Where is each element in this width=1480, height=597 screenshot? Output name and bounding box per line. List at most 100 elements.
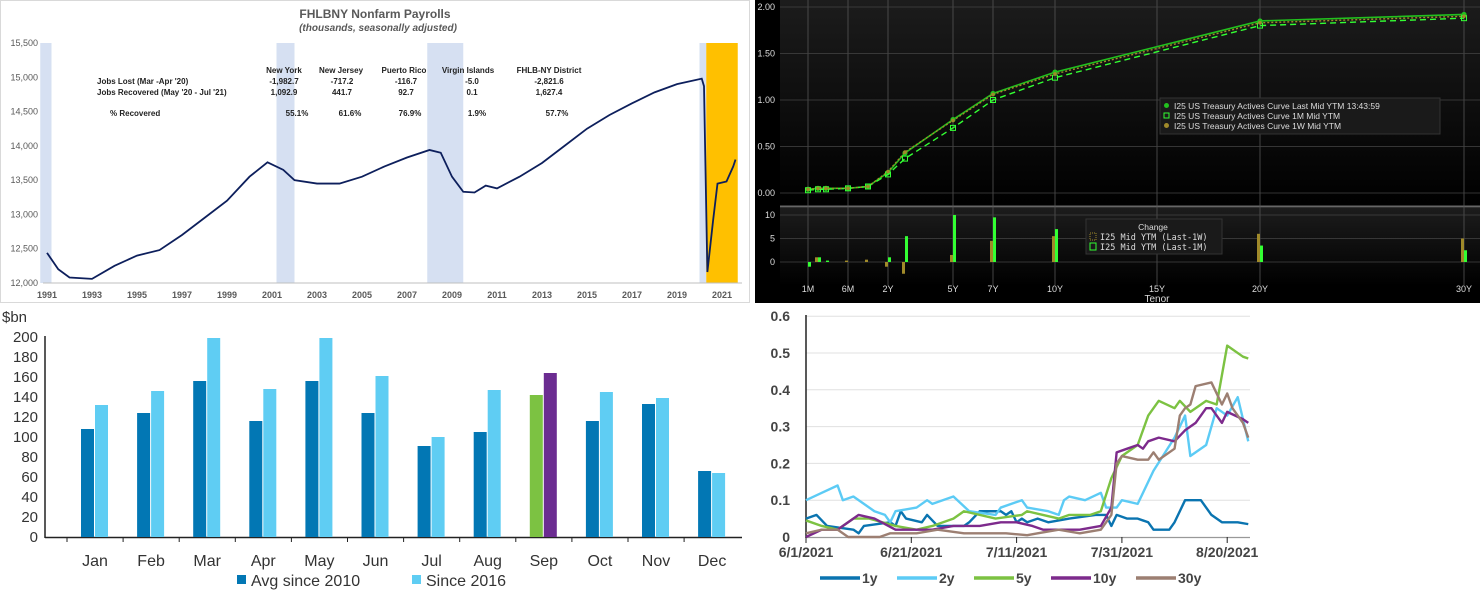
change-bar-1m bbox=[888, 257, 891, 262]
legend-marker bbox=[1089, 232, 1097, 241]
y-tick-label: 0.6 bbox=[771, 308, 791, 324]
table-column-header: New Jersey bbox=[319, 66, 364, 75]
curve-marker bbox=[990, 97, 996, 103]
change-bar-1m bbox=[953, 215, 956, 262]
legend-label: 2y bbox=[939, 570, 955, 586]
x-tick-label: Oct bbox=[587, 553, 612, 570]
table-cell: -116.7 bbox=[395, 77, 418, 86]
recession-band bbox=[276, 43, 295, 283]
bar-apr-avg-since-2010 bbox=[249, 421, 263, 537]
series-line-10y bbox=[805, 407, 1249, 539]
y-tick-label: 14,000 bbox=[10, 141, 38, 151]
table-cell: -1,982.7 bbox=[269, 77, 299, 86]
recession-band bbox=[699, 43, 707, 283]
table-cell: 0.1 bbox=[466, 88, 478, 97]
curve-marker bbox=[902, 155, 908, 162]
series-line-5y bbox=[805, 344, 1249, 531]
legend-marker bbox=[1164, 123, 1169, 128]
bar-feb-since-2016 bbox=[151, 391, 165, 537]
change-bar-1m bbox=[826, 260, 829, 262]
legend-label: I25 US Treasury Actives Curve Last Mid Y… bbox=[1174, 101, 1380, 111]
change-bar-1m bbox=[1464, 250, 1467, 262]
x-tick-label: 5Y bbox=[947, 284, 958, 294]
x-axis-title: Tenor bbox=[1144, 294, 1170, 305]
x-tick-label: 2017 bbox=[622, 290, 642, 300]
legend-marker bbox=[1163, 112, 1170, 119]
curve-marker bbox=[950, 124, 956, 131]
x-tick-label: 1993 bbox=[82, 290, 102, 300]
x-tick-label: Dec bbox=[698, 553, 726, 570]
curve-line-1M bbox=[807, 17, 1465, 191]
table-row-label: Jobs Recovered (May '20 - Jul '21) bbox=[97, 88, 227, 97]
x-tick-label: 7/11/2021 bbox=[986, 544, 1048, 560]
legend-marker bbox=[1164, 103, 1169, 108]
legend-label: 30y bbox=[1178, 570, 1202, 586]
table-column-header: Virgin Islands bbox=[442, 66, 495, 75]
legend-marker bbox=[1089, 242, 1097, 251]
change-bar-1w bbox=[950, 254, 953, 262]
curve-marker bbox=[866, 184, 870, 189]
change-bar-1m bbox=[993, 217, 996, 262]
table-cell: 55.1% bbox=[286, 109, 309, 118]
bar-nov-avg-since-2010 bbox=[642, 404, 655, 537]
y-tick-label: 0.1 bbox=[771, 492, 791, 508]
x-tick-label: 7Y bbox=[987, 284, 998, 294]
bar-sep-avg-since-2010 bbox=[529, 395, 543, 537]
x-tick-label: 1997 bbox=[172, 290, 192, 300]
change-bar-1w bbox=[885, 262, 888, 267]
series-line-30y bbox=[805, 381, 1250, 539]
series-line-1y bbox=[805, 499, 1249, 535]
x-tick-label: Mar bbox=[193, 553, 221, 570]
yield-change-line-chart: 0.6 0.5 0.4 0.3 0.2 0.1 06/1/2021 6/21/2021 7/11… bbox=[771, 308, 1259, 586]
y-tick-label: 100 bbox=[13, 429, 38, 446]
x-tick-label: 10Y bbox=[1047, 284, 1063, 294]
bar-jun-avg-since-2010 bbox=[361, 413, 375, 537]
table-cell: -2,821.6 bbox=[534, 77, 564, 86]
change-bar-1w bbox=[1052, 236, 1055, 262]
y-tick-label: 120 bbox=[13, 409, 38, 426]
change-bar-1w bbox=[902, 262, 905, 274]
x-tick-label: Aug bbox=[473, 553, 501, 570]
bar-jun-since-2016 bbox=[375, 376, 389, 537]
y-tick-label: 40 bbox=[21, 489, 38, 506]
nonfarm-payrolls-chart: FHLBNY Nonfarm Payrolls (thousands, seaso… bbox=[0, 0, 750, 303]
x-tick-label: Nov bbox=[642, 553, 670, 570]
y-tick-label: 0.4 bbox=[771, 382, 791, 398]
table-row-label: Jobs Lost (Mar -Apr '20) bbox=[97, 77, 189, 86]
bar-aug-since-2016 bbox=[487, 390, 501, 537]
y-tick-label: 0.50 bbox=[757, 142, 775, 152]
y-tick-label: 0 bbox=[30, 529, 38, 546]
bar-mar-since-2016 bbox=[207, 338, 221, 537]
legend: I25 US Treasury Actives Curve Last Mid Y… bbox=[1159, 97, 1441, 135]
y-tick-label: 0.2 bbox=[771, 455, 791, 471]
x-tick-label: 1991 bbox=[37, 290, 57, 300]
x-tick-label: 6/21/2021 bbox=[880, 544, 942, 560]
change-bar-1w bbox=[815, 257, 818, 262]
x-tick-label: 30Y bbox=[1456, 284, 1472, 294]
chart-subtitle: (thousands, seasonally adjusted) bbox=[299, 23, 457, 34]
payrolls-line bbox=[46, 77, 737, 280]
bar-may-since-2016 bbox=[319, 338, 333, 537]
change-bar-1m bbox=[905, 236, 908, 262]
y-tick-label: 0.3 bbox=[771, 419, 791, 435]
x-tick-label: 1999 bbox=[217, 290, 237, 300]
y-tick-label: 1.00 bbox=[757, 95, 775, 105]
x-tick-label: 2005 bbox=[352, 290, 372, 300]
y-tick-label: 10 bbox=[765, 210, 775, 220]
curve-marker bbox=[824, 186, 828, 191]
x-tick-label: 2007 bbox=[397, 290, 417, 300]
curve-marker bbox=[1258, 21, 1262, 25]
table-cell: 92.7 bbox=[398, 88, 414, 97]
x-tick-label: Sep bbox=[530, 553, 559, 570]
legend-swatch bbox=[237, 575, 246, 584]
table-cell: 57.7% bbox=[546, 109, 569, 118]
y-tick-label: 80 bbox=[21, 449, 38, 466]
legend-label: 1y bbox=[862, 570, 878, 586]
y-tick-label: 0 bbox=[782, 529, 790, 545]
x-tick-label: 2Y bbox=[882, 284, 893, 294]
y-tick-label: 0.00 bbox=[757, 188, 775, 198]
y-tick-label: 13,000 bbox=[10, 209, 38, 219]
y-tick-label: 15,500 bbox=[10, 38, 38, 48]
